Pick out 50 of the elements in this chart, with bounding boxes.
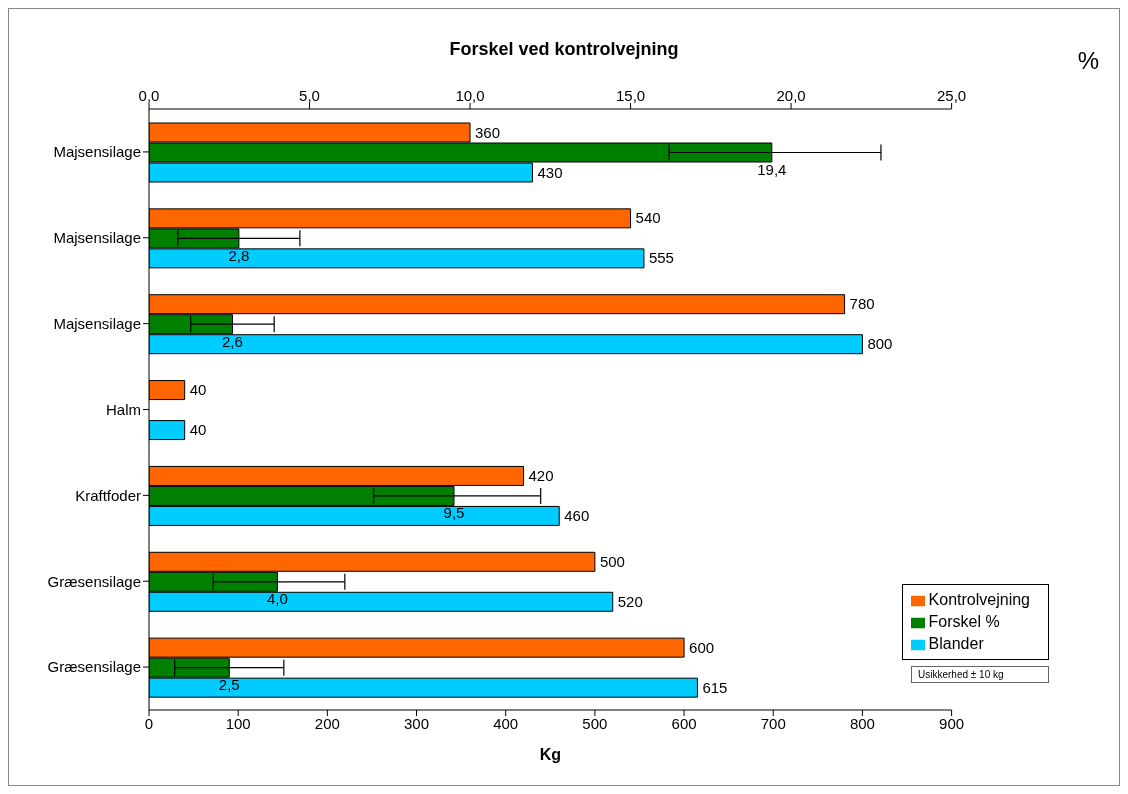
data-label: 780 <box>849 295 875 313</box>
x-tick-label: 200 <box>314 714 340 732</box>
y-tick-label: Majsensilage <box>53 314 141 332</box>
y-tick-label: Græsensilage <box>47 658 141 676</box>
x2-tick-label: 15,0 <box>615 87 646 104</box>
y-tick-label: Kraftfoder <box>75 486 141 504</box>
x2-tick-label: 20,0 <box>776 87 806 104</box>
data-label: 360 <box>475 123 501 141</box>
x2-tick-label: 0,0 <box>138 87 160 104</box>
y-tick-label: Majsensilage <box>53 229 141 247</box>
data-label: 600 <box>689 638 715 656</box>
data-label: 420 <box>528 466 554 484</box>
data-label: 40 <box>189 421 207 439</box>
note-box: Usikkerhed ± 10 kg <box>911 666 1049 683</box>
data-label: 40 <box>189 381 207 399</box>
data-label: 520 <box>617 592 643 610</box>
y-tick-label: Halm <box>105 400 141 418</box>
data-label: 2,5 <box>218 676 240 694</box>
y-tick-label: Græsensilage <box>47 572 141 590</box>
x-tick-label: 300 <box>404 714 430 732</box>
x-axis-title: Kg <box>539 746 561 763</box>
x-tick-label: 0 <box>144 714 154 732</box>
data-label: 800 <box>867 335 893 353</box>
data-label: 555 <box>648 249 674 267</box>
data-label: 2,6 <box>222 332 243 350</box>
data-label: 4,0 <box>266 590 288 608</box>
x-tick-label: 900 <box>939 714 965 732</box>
data-label: 615 <box>702 678 728 696</box>
data-label: 19,4 <box>757 161 787 178</box>
x-tick-label: 100 <box>225 714 251 732</box>
x2-tick-label: 10,0 <box>455 87 485 104</box>
x2-tick-label: 25,0 <box>936 87 967 104</box>
x2-axis-title: % <box>1077 47 1099 75</box>
data-label: 500 <box>599 552 625 570</box>
data-label: 2,8 <box>228 246 250 264</box>
legend-label: Blander <box>928 635 984 652</box>
x-tick-label: 500 <box>582 714 608 732</box>
x-tick-label: 600 <box>671 714 697 732</box>
legend-label: Kontrolvejning <box>928 591 1030 608</box>
y-tick-label: Majsensilage <box>53 143 141 161</box>
chart-title: Forskel ved kontrolvejning <box>449 39 679 59</box>
x-tick-label: 400 <box>493 714 519 732</box>
data-label: 9,5 <box>443 504 465 522</box>
x2-tick-label: 5,0 <box>299 87 320 104</box>
x-tick-label: 800 <box>849 714 875 732</box>
legend-label: Forskel % <box>928 613 1000 630</box>
x-tick-label: 700 <box>760 714 786 732</box>
data-label: 460 <box>564 506 590 524</box>
data-label: 540 <box>635 209 661 227</box>
data-label: 430 <box>537 163 563 181</box>
